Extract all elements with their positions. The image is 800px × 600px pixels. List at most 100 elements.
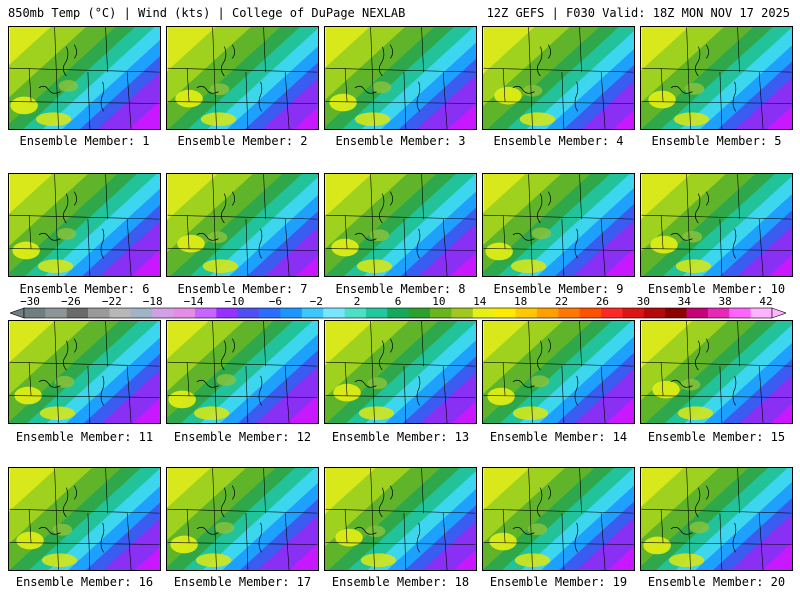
- ensemble-member-map: [482, 173, 635, 277]
- state-borders: [325, 27, 476, 129]
- field-blob: [202, 259, 239, 274]
- state-borders: [641, 468, 792, 570]
- colorbar-swatch: [601, 308, 623, 318]
- field-blob: [510, 259, 547, 274]
- field-blob: [335, 528, 363, 547]
- coastline: [512, 191, 579, 259]
- ensemble-member-label: Ensemble Member: 7: [177, 282, 308, 296]
- ensemble-member-label: Ensemble Member: 20: [647, 575, 786, 589]
- state-borders: [9, 27, 160, 129]
- field-band: [768, 254, 792, 276]
- field-band: [255, 366, 318, 423]
- coastline: [512, 338, 579, 406]
- coastline: [38, 44, 105, 112]
- colorbar-swatch: [643, 308, 666, 318]
- field-blob: [648, 90, 676, 109]
- field-blob: [527, 523, 548, 536]
- ensemble-member-label: Ensemble Member: 5: [651, 134, 782, 148]
- field-blob: [367, 377, 388, 390]
- field-blob: [519, 112, 556, 127]
- field-blob: [329, 93, 357, 112]
- ensemble-member-label: Ensemble Member: 2: [177, 134, 308, 148]
- state-borders: [167, 174, 318, 276]
- colorbar-tick-label: −30: [20, 295, 40, 308]
- colorbar-swatch: [109, 308, 132, 318]
- ensemble-member-map: [8, 320, 161, 424]
- field-band: [739, 375, 792, 423]
- state-borders: [483, 321, 634, 423]
- state-borders: [641, 27, 792, 129]
- colorbar-tick-label: 2: [353, 295, 361, 308]
- colorbar-swatch: [24, 308, 46, 318]
- state-borders: [9, 321, 160, 423]
- colorbar-swatch: [66, 308, 89, 318]
- field-band: [293, 107, 318, 129]
- field-blob: [195, 553, 232, 568]
- state-borders: [641, 174, 792, 276]
- field-band: [97, 72, 160, 129]
- field-blob: [331, 238, 359, 257]
- field-blob: [494, 86, 522, 105]
- ensemble-member-map: [640, 320, 793, 424]
- field-blob: [531, 227, 552, 240]
- colorbar-swatch: [408, 308, 431, 318]
- state-borders: [325, 174, 476, 276]
- colorbar-swatch: [536, 308, 559, 318]
- colorbar-tick-label: 42: [759, 295, 773, 308]
- state-borders: [483, 468, 634, 570]
- ensemble-member-map: [640, 467, 793, 571]
- colorbar-swatch: [494, 308, 516, 318]
- ensemble-member-label: Ensemble Member: 10: [647, 282, 786, 296]
- field-blob: [684, 82, 705, 95]
- state-borders: [9, 174, 160, 276]
- field-band: [129, 100, 160, 129]
- coastline: [38, 191, 105, 259]
- field-blob: [41, 553, 78, 568]
- field-blob: [360, 553, 397, 568]
- state-borders: [167, 468, 318, 570]
- field-blob: [673, 112, 710, 127]
- colorbar-tick-label: −2: [309, 295, 323, 308]
- field-blob: [680, 378, 701, 391]
- ensemble-member-label: Ensemble Member: 6: [19, 282, 150, 296]
- ensemble-member-label: Ensemble Member: 13: [331, 430, 470, 444]
- ensemble-member-label: Ensemble Member: 3: [335, 134, 466, 148]
- colorbar-swatch: [152, 308, 174, 318]
- field-blob: [12, 241, 40, 260]
- colorbar-swatch: [729, 308, 751, 318]
- field-blob: [35, 112, 72, 127]
- field-blob: [489, 532, 517, 551]
- field-blob: [54, 375, 75, 388]
- field-blob: [16, 531, 44, 550]
- ensemble-member-map: [166, 467, 319, 571]
- coastline: [512, 44, 579, 112]
- field-blob: [371, 81, 392, 94]
- field-blob: [650, 235, 678, 254]
- colorbar-tick-label: 14: [473, 295, 487, 308]
- coastline: [38, 338, 105, 406]
- colorbar-tick-label: 10: [432, 295, 446, 308]
- colorbar-swatch: [216, 308, 239, 318]
- coastline: [670, 485, 737, 553]
- field-band: [418, 223, 476, 276]
- field-band: [608, 546, 634, 570]
- field-blob: [193, 406, 230, 421]
- field-blob: [668, 553, 705, 568]
- colorbar-swatch: [451, 308, 474, 318]
- field-blob: [200, 112, 237, 127]
- field-blob: [214, 521, 235, 534]
- field-band: [762, 542, 792, 570]
- coastline: [196, 44, 263, 112]
- colorbar-tick-label: 30: [636, 295, 650, 308]
- header-right-text: 12Z GEFS | F030 Valid: 18Z MON NOV 17 20…: [486, 6, 790, 20]
- coastline: [354, 191, 421, 259]
- colorbar-min-arrow: [10, 307, 25, 319]
- colorbar-tick-label: −6: [268, 295, 282, 308]
- state-borders: [9, 468, 160, 570]
- field-blob: [37, 259, 74, 274]
- ensemble-member-map: [640, 173, 793, 277]
- coastline: [354, 485, 421, 553]
- ensemble-member-label: Ensemble Member: 18: [331, 575, 470, 589]
- ensemble-member-map: [166, 320, 319, 424]
- field-band: [612, 109, 634, 129]
